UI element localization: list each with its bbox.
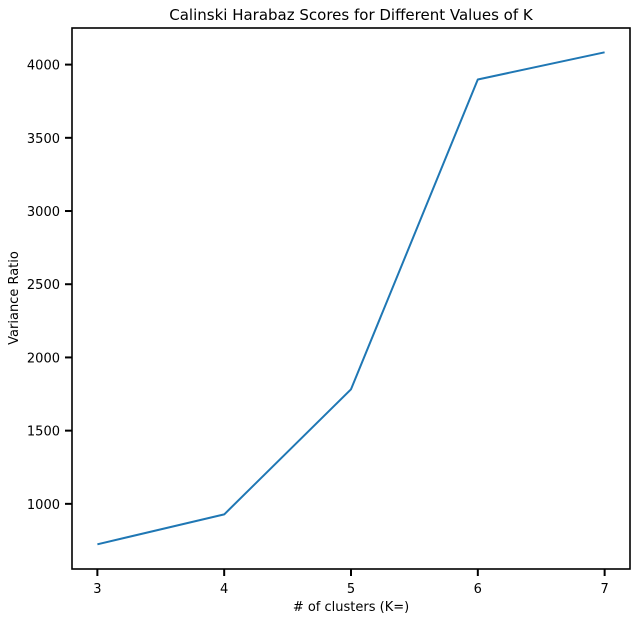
- x-axis-title: # of clusters (K=): [293, 600, 409, 615]
- y-tick-label: 2500: [27, 278, 60, 293]
- y-tick-label: 3500: [27, 132, 60, 147]
- y-axis-title: Variance Ratio: [7, 251, 22, 345]
- chart-title: Calinski Harabaz Scores for Different Va…: [169, 6, 534, 24]
- series-layer: [97, 51, 605, 546]
- x-tick-label: 5: [347, 582, 355, 597]
- x-tick-label: 4: [220, 582, 228, 597]
- x-tick-label: 6: [474, 582, 482, 597]
- y-tick-label: 2000: [27, 351, 60, 366]
- y-tick-label: 3000: [27, 205, 60, 220]
- y-tick-label: 4000: [27, 59, 60, 74]
- series-line-0: [97, 51, 605, 546]
- plot-frame: [71, 27, 631, 570]
- x-axis: 3 4 5 6 7: [93, 569, 609, 597]
- y-axis: 1000 1500 2000 2500 3000 3500 4000: [27, 59, 72, 513]
- y-tick-label: 1500: [27, 425, 60, 440]
- y-tick-label: 1000: [27, 498, 60, 513]
- x-tick-label: 3: [93, 582, 101, 597]
- x-tick-label: 7: [600, 582, 608, 597]
